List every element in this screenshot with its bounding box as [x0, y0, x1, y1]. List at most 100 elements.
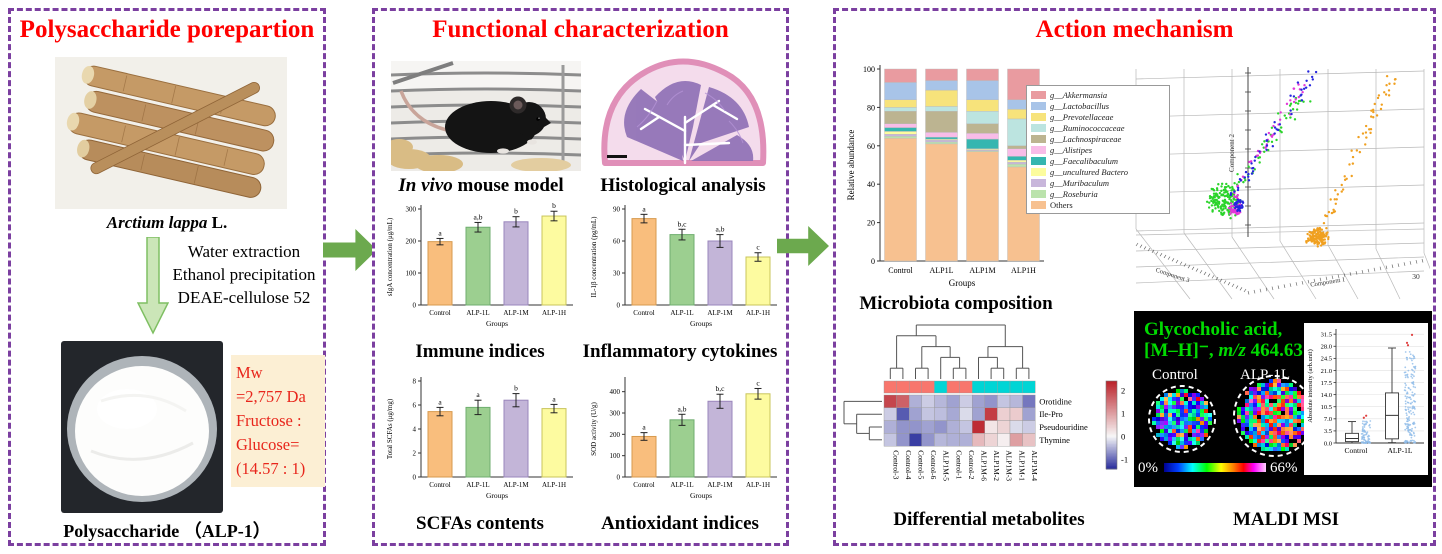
svg-text:17.5: 17.5 — [1321, 380, 1332, 387]
maldi-caption: MALDI MSI — [1232, 509, 1340, 530]
svg-text:ALP-1H: ALP-1H — [542, 481, 566, 489]
panel3-title: Action mechanism — [1035, 16, 1234, 43]
antioxidant-bar-chart: 0 100 200 300 400 a Control a,b ALP-1L b,c ALP-1M c… — [590, 377, 777, 500]
svg-text:100: 100 — [610, 452, 621, 460]
panel2-title: Functional characterization — [432, 16, 729, 43]
svg-text:Groups: Groups — [486, 491, 508, 500]
svg-text:ALP1M-4: ALP1M-4 — [1030, 450, 1039, 481]
svg-text:c: c — [756, 243, 760, 252]
maldi-msi-figure: Glycocholic acid,[M–H]⁻, m/z 464.63 Contr… — [1134, 311, 1432, 487]
svg-text:Absolute intensity (arb.unit): Absolute intensity (arb.unit) — [1307, 349, 1314, 422]
svg-text:0: 0 — [617, 302, 621, 310]
svg-text:10.5: 10.5 — [1321, 404, 1332, 411]
burdock-roots-photo — [55, 57, 287, 209]
info-line-5: (14.57 : 1) — [236, 458, 306, 478]
svg-text:a: a — [642, 423, 646, 432]
svg-text:60: 60 — [613, 238, 621, 246]
legend-item: g__Lactobacillus — [1031, 100, 1165, 111]
svg-text:Component 2: Component 2 — [1228, 134, 1236, 172]
legend-swatch-icon — [1031, 90, 1046, 99]
antioxidant-caption: Antioxidant indices — [601, 513, 759, 534]
panel1-title: Polysaccharide porepartion — [19, 16, 315, 43]
mouse-photo — [391, 61, 581, 171]
svg-text:c: c — [756, 378, 760, 387]
svg-text:3.5: 3.5 — [1324, 428, 1332, 435]
svg-text:ALP-1M: ALP-1M — [503, 481, 529, 489]
svg-text:0: 0 — [871, 257, 875, 266]
svg-text:30: 30 — [1412, 272, 1420, 281]
svg-text:Control-1: Control-1 — [954, 450, 963, 479]
svg-text:40: 40 — [867, 180, 875, 189]
legend-swatch-icon — [1031, 189, 1046, 198]
svg-text:a: a — [438, 397, 442, 406]
extraction-steps: Water extraction Ethanol precipitation D… — [163, 241, 325, 310]
legend-item: Others — [1031, 199, 1165, 210]
svg-text:2: 2 — [1121, 385, 1125, 395]
svg-text:Groups: Groups — [486, 319, 508, 328]
svg-text:66%: 66% — [1270, 460, 1298, 476]
legend-swatch-icon — [1031, 145, 1046, 154]
svg-text:IL-1β concentration (pg/mL): IL-1β concentration (pg/mL) — [590, 216, 598, 298]
svg-text:Component 1: Component 1 — [1310, 276, 1346, 288]
svg-text:0: 0 — [1121, 432, 1125, 442]
svg-text:b,c: b,c — [716, 384, 726, 393]
legend-swatch-icon — [1031, 156, 1046, 165]
legend-label: g__Alistipes — [1050, 144, 1093, 155]
svg-text:Pseudouridine: Pseudouridine — [1039, 422, 1088, 432]
svg-text:Groups: Groups — [690, 319, 712, 328]
svg-text:ALP-1H: ALP-1H — [746, 481, 770, 489]
legend-swatch-icon — [1031, 134, 1046, 143]
svg-text:30: 30 — [613, 270, 621, 278]
svg-text:200: 200 — [610, 431, 621, 439]
svg-text:Glycocholic acid,: Glycocholic acid, — [1144, 319, 1283, 340]
legend-item: g__Faecalibaculum — [1031, 155, 1165, 166]
svg-text:ALP-1L: ALP-1L — [670, 481, 693, 489]
svg-text:Control: Control — [633, 309, 654, 317]
svg-text:ALP1M-1: ALP1M-1 — [1017, 450, 1026, 481]
plant-latin-name: Arctium lappa — [106, 213, 208, 232]
svg-text:0%: 0% — [1138, 460, 1158, 476]
legend-swatch-icon — [1031, 123, 1046, 132]
legend-item: g__uncultured Bactero — [1031, 166, 1165, 177]
svg-text:a,b: a,b — [716, 225, 725, 234]
legend-swatch-icon — [1031, 200, 1046, 209]
svg-text:Orotidine: Orotidine — [1039, 396, 1072, 406]
svg-text:21.0: 21.0 — [1321, 368, 1332, 375]
step-1: Water extraction — [187, 242, 301, 261]
svg-text:Control: Control — [1152, 367, 1198, 383]
svg-text:0: 0 — [413, 474, 417, 482]
svg-text:0: 0 — [617, 474, 621, 482]
svg-text:28.0: 28.0 — [1321, 344, 1332, 351]
svg-text:ALP-1L: ALP-1L — [670, 309, 693, 317]
svg-text:0.0: 0.0 — [1324, 440, 1332, 447]
svg-text:400: 400 — [610, 388, 621, 396]
legend-label: g__Lactobacillus — [1050, 100, 1110, 111]
legend-swatch-icon — [1031, 112, 1046, 121]
info-line-1: Mw — [236, 363, 263, 382]
legend-label: g__Akkermansia — [1050, 89, 1108, 100]
panel-functional-characterization: Functional characterization — [372, 8, 789, 546]
step-2: Ethanol precipitation — [172, 264, 316, 284]
svg-text:b: b — [552, 201, 556, 210]
svg-text:a: a — [552, 394, 556, 403]
down-arrow-icon — [137, 237, 169, 335]
legend-swatch-icon — [1031, 167, 1046, 176]
svg-text:a: a — [476, 390, 480, 399]
mouse-caption: In vivo mouse model — [398, 175, 564, 196]
svg-text:ALP1L: ALP1L — [930, 266, 954, 275]
svg-text:14.0: 14.0 — [1321, 392, 1332, 399]
svg-text:90: 90 — [613, 206, 621, 214]
info-line-2: =2,757 Da — [236, 386, 306, 406]
legend-label: g__uncultured Bactero — [1050, 166, 1128, 177]
legend-label: g__Muribaculum — [1050, 177, 1110, 188]
svg-text:Thymine: Thymine — [1039, 435, 1070, 445]
svg-text:ALP1M-3: ALP1M-3 — [1005, 450, 1014, 481]
microbiota-legend: g__Akkermansia g__Lactobacillus g__Prevote… — [1026, 85, 1170, 214]
plant-caption: Arctium lappa L. — [106, 213, 228, 232]
svg-text:ALP1M-5: ALP1M-5 — [942, 450, 951, 481]
svg-text:a: a — [438, 228, 442, 237]
legend-item: g__Muribaculum — [1031, 177, 1165, 188]
legend-item: g__Ruminococcaceae — [1031, 122, 1165, 133]
svg-text:8: 8 — [413, 378, 417, 386]
